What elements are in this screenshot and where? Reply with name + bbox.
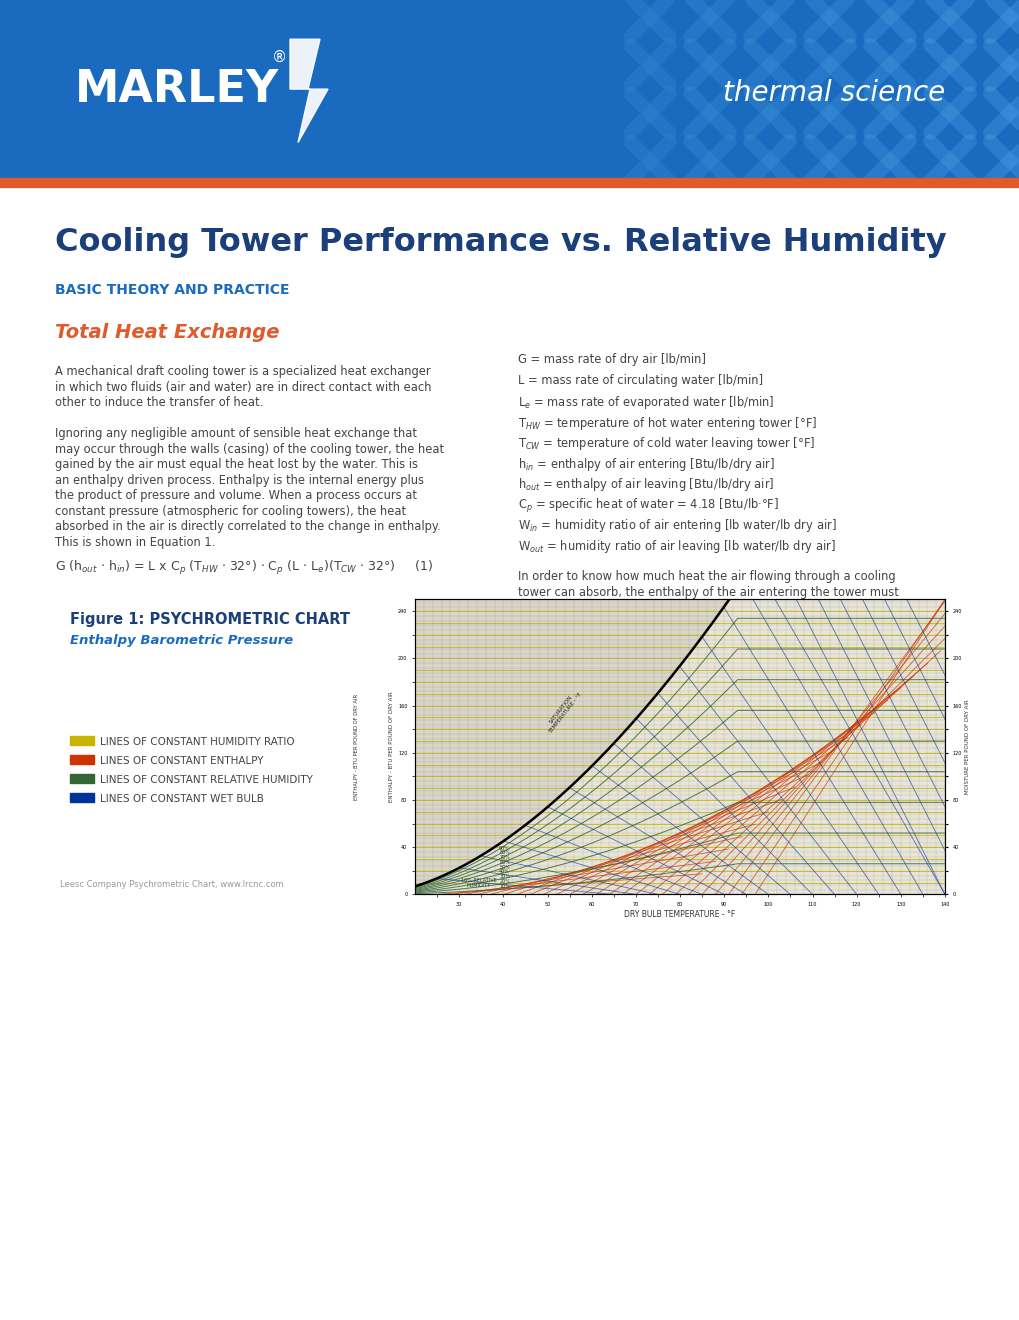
Text: in which two fluids (air and water) are in direct contact with each: in which two fluids (air and water) are … bbox=[55, 381, 431, 393]
Text: 10%: 10% bbox=[498, 883, 510, 888]
Text: constant pressure (atmospheric for cooling towers), the heat: constant pressure (atmospheric for cooli… bbox=[55, 506, 406, 517]
Text: tower can absorb, the enthalpy of the air entering the tower must: tower can absorb, the enthalpy of the ai… bbox=[518, 586, 898, 599]
Text: the product of pressure and volume. When a process occurs at: the product of pressure and volume. When… bbox=[55, 490, 417, 503]
Text: BASIC THEORY AND PRACTICE: BASIC THEORY AND PRACTICE bbox=[55, 284, 289, 297]
Text: gained by the air must equal the heat lost by the water. This is: gained by the air must equal the heat lo… bbox=[55, 458, 418, 471]
Text: Leesc Company Psychrometric Chart, www.lrcnc.com: Leesc Company Psychrometric Chart, www.l… bbox=[60, 880, 283, 890]
Bar bbox=[70, 793, 94, 803]
Bar bbox=[70, 775, 94, 784]
Text: ®: ® bbox=[272, 50, 287, 65]
Text: 90%: 90% bbox=[498, 846, 510, 850]
Text: using the inlet wet bulb conditions.: using the inlet wet bulb conditions. bbox=[518, 648, 719, 661]
Text: LINES OF CONSTANT WET BULB: LINES OF CONSTANT WET BULB bbox=[100, 795, 264, 804]
Bar bbox=[70, 755, 94, 764]
Text: T$_{HW}$ = temperature of hot water entering tower [°F]: T$_{HW}$ = temperature of hot water ente… bbox=[518, 414, 816, 432]
Text: W$_{out}$ = humidity ratio of air leaving [lb water/lb dry air]: W$_{out}$ = humidity ratio of air leavin… bbox=[518, 539, 836, 554]
Text: This is shown in Equation 1.: This is shown in Equation 1. bbox=[55, 536, 215, 549]
Text: Enthalpy Barometric Pressure: Enthalpy Barometric Pressure bbox=[70, 635, 293, 647]
Text: an enthalpy driven process. Enthalpy is the internal energy plus: an enthalpy driven process. Enthalpy is … bbox=[55, 474, 424, 487]
Text: be known. This is shown on the psychrometric chart: be known. This is shown on the psychrome… bbox=[518, 602, 821, 614]
Text: T$_{CW}$ = temperature of cold water leaving tower [°F]: T$_{CW}$ = temperature of cold water lea… bbox=[518, 436, 814, 453]
Text: Figure 1: PSYCHROMETRIC CHART: Figure 1: PSYCHROMETRIC CHART bbox=[70, 612, 350, 627]
Text: L = mass rate of circulating water [lb/min]: L = mass rate of circulating water [lb/m… bbox=[518, 374, 762, 387]
Text: G (h$_{out}$ $\cdot$ h$_{in}$) = L x C$_p$ (T$_{HW}$ $\cdot$ 32°) $\cdot$ C$_p$ : G (h$_{out}$ $\cdot$ h$_{in}$) = L x C$_… bbox=[55, 560, 433, 577]
Text: G = mass rate of dry air [lb/min]: G = mass rate of dry air [lb/min] bbox=[518, 354, 705, 367]
Text: other to induce the transfer of heat.: other to induce the transfer of heat. bbox=[55, 396, 263, 409]
X-axis label: DRY BULB TEMPERATURE - °F: DRY BULB TEMPERATURE - °F bbox=[624, 909, 735, 919]
Text: may occur through the walls (casing) of the cooling tower, the heat: may occur through the walls (casing) of … bbox=[55, 444, 443, 455]
Text: thermal science: thermal science bbox=[722, 79, 944, 107]
Text: Figure 1.: Figure 1. bbox=[807, 602, 865, 614]
Text: W$_{in}$ = humidity ratio of air entering [lb water/lb dry air]: W$_{in}$ = humidity ratio of air enterin… bbox=[518, 517, 836, 535]
Text: Cooling Tower Performance vs. Relative Humidity: Cooling Tower Performance vs. Relative H… bbox=[55, 227, 946, 259]
Text: 40%: 40% bbox=[498, 870, 510, 874]
Text: Ignoring any negligible amount of sensible heat exchange that: Ignoring any negligible amount of sensib… bbox=[55, 428, 417, 441]
Text: MARLEY: MARLEY bbox=[75, 67, 279, 111]
Text: 10% RELATIVE
HUMIDITY: 10% RELATIVE HUMIDITY bbox=[461, 878, 496, 888]
Bar bbox=[0, 178, 1019, 187]
Bar bbox=[70, 737, 94, 746]
Polygon shape bbox=[289, 40, 328, 143]
Text: absorbed in the air is directly correlated to the change in enthalpy.: absorbed in the air is directly correlat… bbox=[55, 520, 440, 533]
Text: SATURATION
TEMPERATURE - °F: SATURATION TEMPERATURE - °F bbox=[543, 688, 583, 735]
Text: 20%: 20% bbox=[498, 879, 510, 884]
Y-axis label: ENTHALPY - BTU PER POUND OF DRY AIR: ENTHALPY - BTU PER POUND OF DRY AIR bbox=[388, 692, 393, 803]
Text: Total Heat Exchange: Total Heat Exchange bbox=[55, 323, 279, 342]
Text: In order to know how much heat the air flowing through a cooling: In order to know how much heat the air f… bbox=[518, 570, 895, 583]
Text: ENTHALPY - BTU PER POUND OF DRY AIR: ENTHALPY - BTU PER POUND OF DRY AIR bbox=[354, 694, 359, 800]
Text: 50%: 50% bbox=[498, 865, 510, 870]
Text: 30%: 30% bbox=[498, 874, 510, 879]
Text: L$_e$ = mass rate of evaporated water [lb/min]: L$_e$ = mass rate of evaporated water [l… bbox=[518, 395, 773, 412]
Text: 70%: 70% bbox=[498, 855, 510, 861]
Text: A mechanical draft cooling tower is a specialized heat exchanger: A mechanical draft cooling tower is a sp… bbox=[55, 366, 430, 379]
Text: 80%: 80% bbox=[498, 850, 510, 855]
Text: LINES OF CONSTANT HUMIDITY RATIO: LINES OF CONSTANT HUMIDITY RATIO bbox=[100, 738, 294, 747]
Text: h$_{in}$ = enthalpy of air entering [Btu/lb/dry air]: h$_{in}$ = enthalpy of air entering [Btu… bbox=[518, 455, 774, 473]
Text: 60%: 60% bbox=[498, 859, 510, 865]
Text: constant wet bulb. This is why cooling towers are most often sized: constant wet bulb. This is why cooling t… bbox=[518, 632, 901, 645]
Text: LINES OF CONSTANT RELATIVE HUMIDITY: LINES OF CONSTANT RELATIVE HUMIDITY bbox=[100, 775, 313, 785]
Bar bbox=[0, 0, 1019, 178]
Text: The lines of constant enthalpy are close to parallel to the lines of: The lines of constant enthalpy are close… bbox=[518, 616, 893, 630]
Text: LINES OF CONSTANT ENTHALPY: LINES OF CONSTANT ENTHALPY bbox=[100, 756, 263, 767]
Text: C$_p$ = specific heat of water = 4.18 [Btu/lb·°F]: C$_p$ = specific heat of water = 4.18 [B… bbox=[518, 496, 779, 515]
Y-axis label: MOISTURE PER POUND OF DRY AIR: MOISTURE PER POUND OF DRY AIR bbox=[964, 700, 969, 795]
Text: h$_{out}$ = enthalpy of air leaving [Btu/lb/dry air]: h$_{out}$ = enthalpy of air leaving [Btu… bbox=[518, 477, 773, 494]
